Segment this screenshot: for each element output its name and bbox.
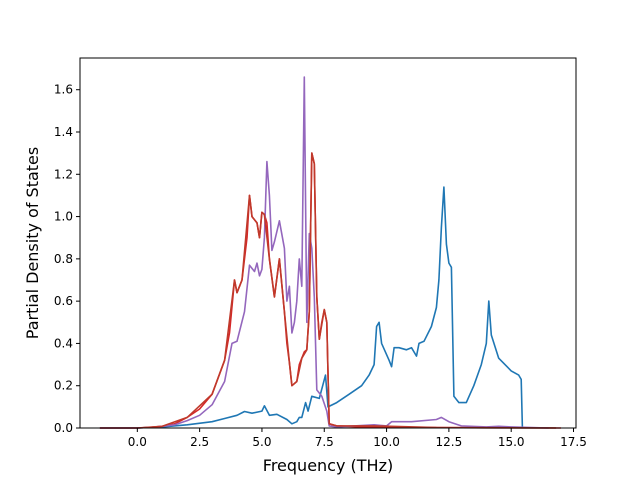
y-tick-label: 1.2 bbox=[54, 167, 73, 181]
x-tick-label: 12.5 bbox=[436, 435, 463, 449]
y-tick-label: 0.2 bbox=[54, 379, 73, 393]
x-tick-label: 2.5 bbox=[190, 435, 209, 449]
y-tick-label: 1.6 bbox=[54, 83, 73, 97]
series-line-1 bbox=[99, 186, 524, 429]
x-tick-label: 17.5 bbox=[560, 435, 587, 449]
x-tick-label: 7.5 bbox=[315, 435, 334, 449]
x-tick-label: 5.0 bbox=[252, 435, 271, 449]
y-tick-label: 0.0 bbox=[54, 421, 73, 435]
y-tick-label: 0.4 bbox=[54, 336, 73, 350]
x-tick-label: 10.0 bbox=[373, 435, 400, 449]
x-axis-label: Frequency (THz) bbox=[263, 456, 393, 475]
series-line-3 bbox=[99, 76, 549, 429]
plot-frame bbox=[79, 57, 577, 429]
x-tick-label: 15.0 bbox=[498, 435, 525, 449]
series-line-4 bbox=[99, 152, 557, 429]
y-tick-label: 1.0 bbox=[54, 210, 73, 224]
y-tick-label: 1.4 bbox=[54, 125, 73, 139]
y-axis: 0.0 0.2 0.4 0.6 0.8 1.0 1.2 1.4 1.6 bbox=[54, 83, 80, 435]
y-axis-label: Partial Density of States bbox=[23, 147, 42, 339]
y-tick-label: 0.8 bbox=[54, 252, 73, 266]
x-tick-label: 0.0 bbox=[128, 435, 147, 449]
series-layer bbox=[99, 76, 562, 429]
x-axis: 0.0 2.5 5.0 7.5 10.0 12.5 15.0 17.5 bbox=[128, 428, 587, 449]
y-tick-label: 0.6 bbox=[54, 294, 73, 308]
